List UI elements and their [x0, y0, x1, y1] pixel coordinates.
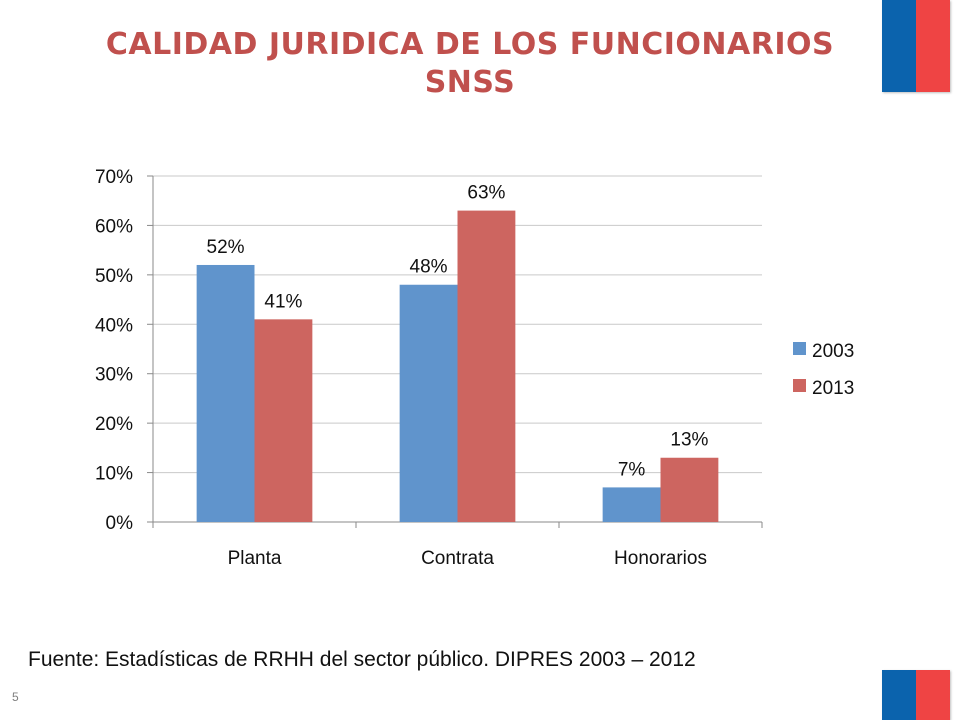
flag-blue-stripe [882, 0, 916, 92]
flag-red-stripe [916, 0, 950, 92]
legend-label: 2013 [812, 378, 854, 399]
legend-swatch [793, 342, 806, 355]
data-label: 41% [264, 291, 302, 312]
y-tick-label: 70% [95, 167, 133, 188]
data-label: 13% [670, 430, 708, 451]
y-tick-label: 10% [95, 464, 133, 485]
bar-2013 [457, 210, 516, 522]
bar-2013 [254, 319, 313, 522]
data-label: 7% [618, 459, 646, 480]
y-tick-label: 0% [106, 513, 134, 534]
flag-blue-stripe [882, 670, 916, 720]
legend-label: 2003 [812, 341, 854, 362]
flag-red-stripe [916, 670, 950, 720]
slide-title: CALIDAD JURIDICA DE LOS FUNCIONARIOS SNS… [20, 26, 920, 102]
flag-decoration-top [882, 0, 950, 92]
x-tick-label: Honorarios [614, 548, 707, 569]
bar-2003 [602, 487, 661, 522]
bar-chart: 0% 10% 20% 30% 40% 50% 60% 70% Planta 52% 41% Contr… [95, 167, 854, 569]
data-label: 48% [410, 257, 448, 278]
data-label: 63% [467, 183, 505, 204]
bar-2003 [196, 264, 255, 522]
y-tick-label: 20% [95, 414, 133, 435]
x-tick-label: Contrata [421, 548, 494, 569]
source-note: Fuente: Estadísticas de RRHH del sector … [28, 648, 696, 671]
flag-decoration-bottom [882, 670, 950, 720]
title-line-1: CALIDAD JURIDICA DE LOS FUNCIONARIOS [105, 27, 835, 62]
y-tick-label: 40% [95, 315, 133, 336]
x-tick-label: Planta [228, 548, 282, 569]
y-tick-label: 60% [95, 216, 133, 237]
y-tick-label: 30% [95, 365, 133, 386]
bar-2003 [399, 284, 458, 522]
legend-swatch [793, 379, 806, 392]
bar-2013 [660, 457, 719, 522]
title-line-2: SNSS [424, 65, 516, 100]
page-number: 5 [12, 690, 19, 704]
data-label: 52% [207, 237, 245, 258]
y-tick-label: 50% [95, 266, 133, 287]
